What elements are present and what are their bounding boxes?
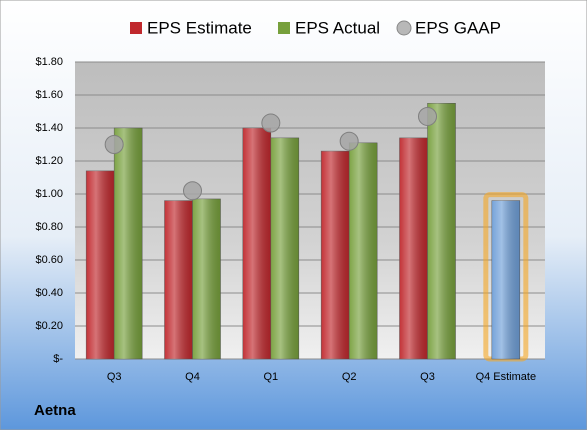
marker (339, 131, 359, 151)
y-tick-label: $- (53, 353, 63, 365)
legend-label: EPS GAAP (415, 18, 501, 37)
x-tick-label: Q4 (185, 371, 200, 383)
y-tick-label: $0.40 (35, 287, 63, 299)
y-tick-label: $1.20 (35, 155, 63, 167)
bar-shine (427, 103, 456, 359)
y-tick-label: $1.40 (35, 122, 63, 134)
bar-shine (321, 151, 350, 359)
plot-area (75, 62, 545, 359)
x-tick-label: Q3 (420, 371, 435, 383)
marker (183, 181, 202, 201)
legend-label: EPS Estimate (147, 18, 252, 37)
y-tick-label: $1.00 (35, 188, 63, 200)
y-tick-label: $0.20 (35, 320, 63, 332)
y-tick-label: $1.80 (35, 56, 63, 68)
legend-label: EPS Actual (295, 18, 380, 37)
x-tick-label: Q2 (342, 371, 357, 383)
bar-shine (86, 170, 115, 359)
bar-shine (114, 128, 143, 359)
x-tick-label: Q3 (107, 371, 122, 383)
y-tick-label: $0.60 (35, 254, 63, 266)
x-tick-label: Q4 Estimate (476, 371, 537, 383)
legend-swatch (130, 22, 142, 34)
bar-shine (399, 137, 428, 359)
marker (261, 113, 281, 133)
marker (104, 135, 124, 154)
legend-swatch (396, 20, 412, 36)
y-tick-label: $1.60 (35, 89, 63, 101)
bar-shine (242, 128, 271, 359)
y-tick-label: $0.80 (35, 221, 63, 233)
legend-swatch (278, 22, 290, 34)
bar-shine (192, 198, 221, 359)
bar-shine (270, 137, 299, 359)
bar-shine (349, 142, 378, 359)
footer: Aetna (34, 402, 76, 419)
marker (418, 106, 437, 126)
bar-shine (164, 200, 193, 359)
x-tick-label: Q1 (263, 371, 278, 383)
bar-shine (491, 200, 520, 359)
